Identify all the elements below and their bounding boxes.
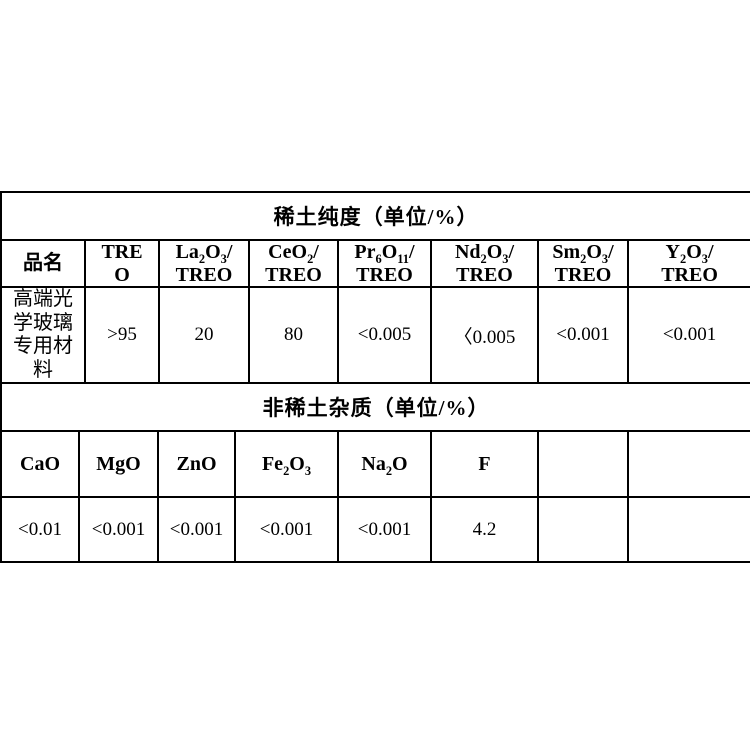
header-zno: ZnO <box>157 430 236 499</box>
purity-title-row: 稀土纯度（单位/%） <box>0 191 750 241</box>
impurity-header-row: CaO MgO ZnO Fe2O3 Na2O F <box>0 430 750 499</box>
impurity-table: 非稀土杂质（单位/%） CaO MgO ZnO Fe2O3 Na2O F <0.… <box>0 382 750 564</box>
cell-fe2o3-value: <0.001 <box>234 496 339 564</box>
purity-header-row: 品名 TRE O La2O3/TREO CeO2/TREO Pr6O11/TREO… <box>0 239 750 288</box>
header-empty-2 <box>626 430 750 499</box>
cell-pr6o11-value: <0.005 <box>337 285 432 385</box>
product-name-label: 高端光学玻璃专用材料 <box>13 288 73 381</box>
header-fe2o3: Fe2O3 <box>234 430 339 499</box>
header-y2o3-treo: Y2O3/TREO <box>626 239 750 288</box>
header-sm2o3-treo: Sm2O3/TREO <box>537 239 629 288</box>
header-product-name: 品名 <box>0 239 86 288</box>
cell-sm2o3-value: <0.001 <box>537 285 629 385</box>
header-nd2o3-treo: Nd2O3/TREO <box>430 239 539 288</box>
header-la2o3-treo: La2O3/TREO <box>158 239 250 288</box>
impurity-data-row: <0.01 <0.001 <0.001 <0.001 <0.001 4.2 <box>0 496 750 564</box>
header-na2o: Na2O <box>337 430 432 499</box>
cell-cao-value: <0.01 <box>0 496 80 564</box>
cell-nd2o3-value: 〈0.005 <box>430 285 539 385</box>
cell-empty-value-1 <box>537 496 629 564</box>
cell-y2o3-value: <0.001 <box>626 285 750 385</box>
cell-ceo2-value: 80 <box>248 285 339 385</box>
impurity-table-title: 非稀土杂质（单位/%） <box>0 382 750 433</box>
impurity-title-row: 非稀土杂质（单位/%） <box>0 382 750 433</box>
header-mgo: MgO <box>78 430 159 499</box>
header-cao: CaO <box>0 430 80 499</box>
cell-zno-value: <0.001 <box>157 496 236 564</box>
cell-empty-value-2 <box>626 496 750 564</box>
cell-la2o3-value: 20 <box>158 285 250 385</box>
header-empty-1 <box>537 430 629 499</box>
spec-sheet: 稀土纯度（单位/%） 品名 TRE O La2O3/TREO CeO2/TREO … <box>0 191 750 564</box>
purity-table: 稀土纯度（单位/%） 品名 TRE O La2O3/TREO CeO2/TREO … <box>0 191 750 385</box>
header-pr6o11-treo: Pr6O11/TREO <box>337 239 432 288</box>
cell-product-name: 高端光学玻璃专用材料 <box>0 285 86 385</box>
header-ceo2-treo: CeO2/TREO <box>248 239 339 288</box>
cell-f-value: 4.2 <box>430 496 539 564</box>
header-treo: TRE O <box>84 239 160 288</box>
purity-data-row: 高端光学玻璃专用材料 >95 20 80 <0.005 〈0.005 <0.00… <box>0 285 750 385</box>
purity-table-title: 稀土纯度（单位/%） <box>0 191 750 241</box>
header-f: F <box>430 430 539 499</box>
cell-mgo-value: <0.001 <box>78 496 159 564</box>
cell-treo-value: >95 <box>84 285 160 385</box>
cell-na2o-value: <0.001 <box>337 496 432 564</box>
